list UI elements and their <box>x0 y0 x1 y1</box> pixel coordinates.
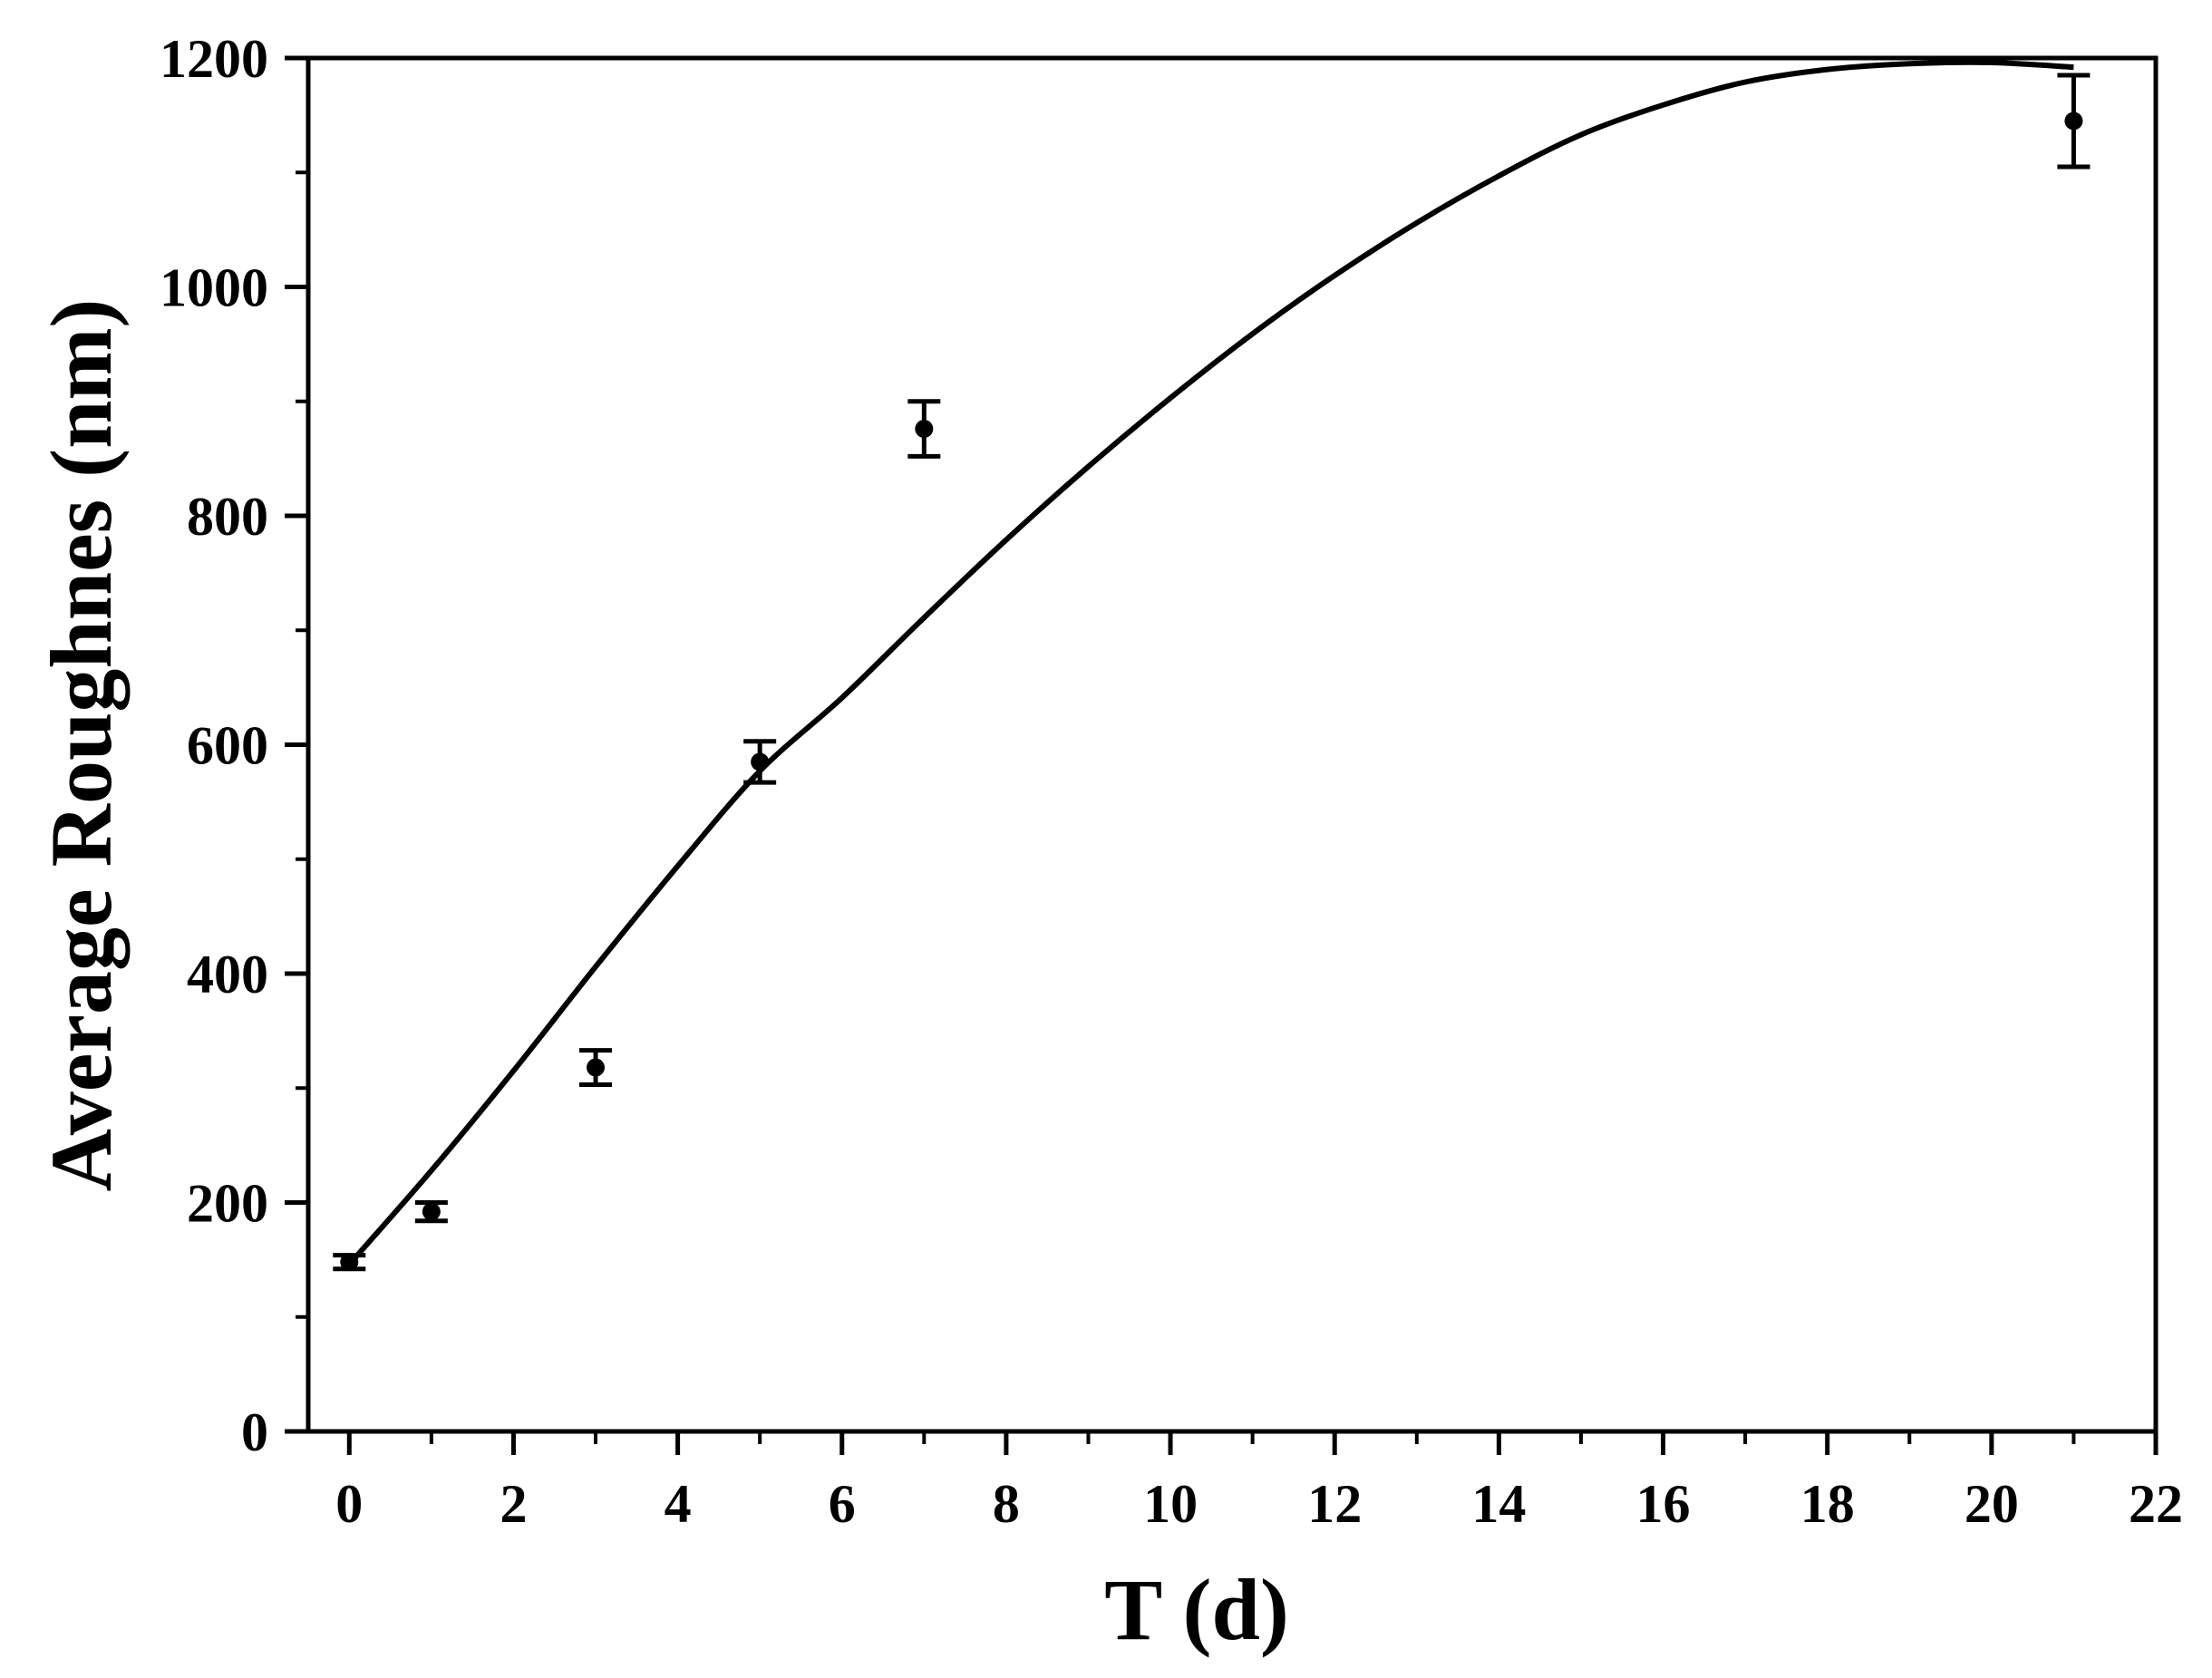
y-tick-label: 0 <box>241 1402 268 1462</box>
x-axis-title: T (d) <box>1104 1561 1289 1658</box>
x-tick-label: 14 <box>1471 1474 1526 1534</box>
data-point <box>422 1202 441 1221</box>
data-point <box>2064 112 2083 131</box>
x-tick-label: 22 <box>2129 1474 2183 1534</box>
y-tick-label: 1000 <box>160 258 268 318</box>
x-tick-label: 4 <box>665 1474 692 1534</box>
x-tick-label: 16 <box>1636 1474 1691 1534</box>
x-tick-label: 6 <box>829 1474 856 1534</box>
x-tick-label: 0 <box>335 1474 363 1534</box>
y-tick-label: 800 <box>187 487 268 547</box>
y-tick-label: 1200 <box>160 29 268 89</box>
x-tick-label: 12 <box>1307 1474 1362 1534</box>
x-tick-label: 8 <box>993 1474 1020 1534</box>
data-point <box>587 1058 606 1077</box>
y-axis-title: Average Roughnes (nm) <box>33 299 130 1192</box>
y-tick-label: 200 <box>187 1174 268 1234</box>
y-tick-label: 600 <box>187 716 268 776</box>
data-point-group <box>333 1253 366 1272</box>
data-points <box>333 73 2091 1272</box>
x-tick-label: 2 <box>500 1474 527 1534</box>
data-point-group <box>907 399 941 459</box>
data-point-group <box>743 739 777 785</box>
minor-ticks <box>296 170 2076 1444</box>
x-tick-label: 20 <box>1965 1474 2019 1534</box>
data-point <box>915 420 934 439</box>
y-axis: 0 200 400 600 800 1000 1200 <box>160 29 308 1462</box>
x-axis: 0 2 4 6 8 10 12 14 16 18 20 22 <box>335 1431 2183 1534</box>
data-point-group <box>579 1048 613 1087</box>
data-point-group <box>2057 73 2091 170</box>
data-point <box>340 1253 359 1272</box>
fit-curve <box>347 59 2074 1266</box>
x-tick-label: 10 <box>1143 1474 1198 1534</box>
y-tick-label: 400 <box>187 945 268 1004</box>
data-point-group <box>414 1200 448 1224</box>
plot-frame <box>306 55 2159 1434</box>
x-tick-label: 18 <box>1800 1474 1855 1534</box>
data-point <box>751 752 770 771</box>
